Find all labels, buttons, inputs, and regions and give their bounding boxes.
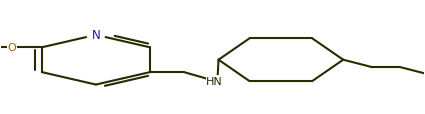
Text: HN: HN — [206, 76, 223, 86]
Text: O: O — [7, 43, 16, 53]
Text: N: N — [91, 29, 100, 42]
